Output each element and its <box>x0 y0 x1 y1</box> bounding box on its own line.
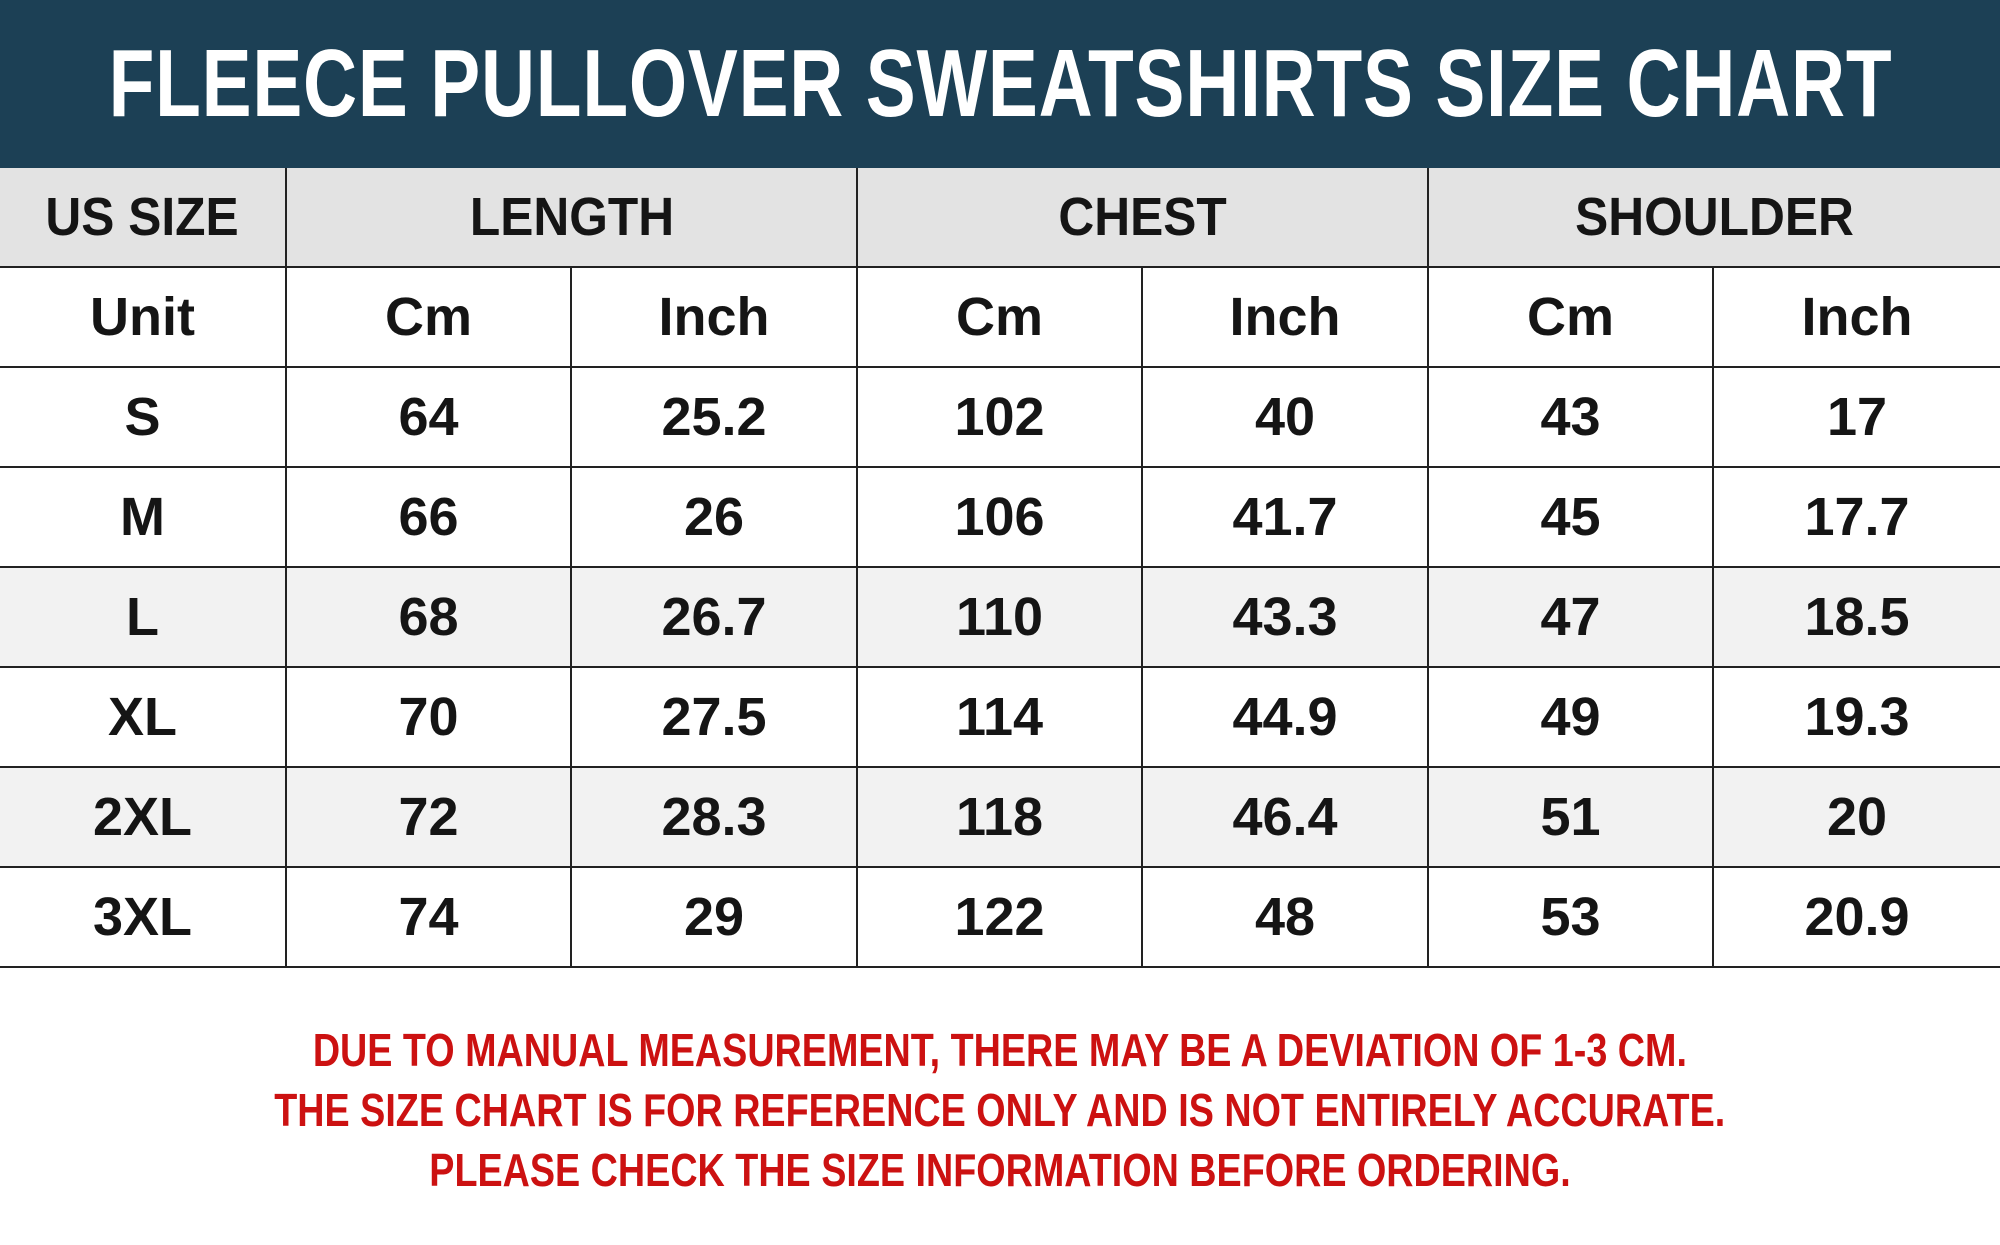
table-cell: 26 <box>570 466 858 568</box>
table-cell: 72 <box>285 766 572 868</box>
disclaimer-notes: DUE TO MANUAL MEASUREMENT, THERE MAY BE … <box>0 1020 2000 1200</box>
table-cell: 74 <box>285 866 572 968</box>
table-cell: 46.4 <box>1140 766 1430 868</box>
table-cell: 48 <box>1140 866 1430 968</box>
table-cell: 114 <box>856 666 1143 768</box>
table-cell: 2XL <box>0 766 287 868</box>
size-chart-table: US SIZE LENGTH CHEST SHOULDER Unit Cm In… <box>0 168 2000 968</box>
table-cell: S <box>0 366 287 468</box>
table-cell: 66 <box>285 466 572 568</box>
table-cell: 3XL <box>0 866 287 968</box>
table-cell: 44.9 <box>1140 666 1430 768</box>
table-cell: 122 <box>856 866 1143 968</box>
table-cell: 43.3 <box>1140 566 1430 668</box>
disclaimer-line: DUE TO MANUAL MEASUREMENT, THERE MAY BE … <box>312 1024 1688 1076</box>
table-row: M 66 26 106 41.7 45 17.7 <box>0 466 2000 568</box>
column-header-shoulder: SHOULDER <box>1427 168 2000 268</box>
table-cell: 26.7 <box>570 566 858 668</box>
table-cell: 47 <box>1427 566 1715 668</box>
table-cell: 102 <box>856 366 1143 468</box>
table-cell: L <box>0 566 287 668</box>
table-cell: 43 <box>1427 366 1715 468</box>
page-title: FLEECE PULLOVER SWEATSHIRTS SIZE CHART <box>108 30 1892 137</box>
table-cell: 28.3 <box>570 766 858 868</box>
unit-cell-chest-cm: Cm <box>856 266 1143 368</box>
unit-cell-shoulder-cm: Cm <box>1427 266 1715 368</box>
unit-cell-chest-inch: Inch <box>1140 266 1430 368</box>
column-header-length: LENGTH <box>285 168 858 268</box>
table-cell: 20.9 <box>1712 866 2000 968</box>
table-cell: 41.7 <box>1140 466 1430 568</box>
table-cell: XL <box>0 666 287 768</box>
table-cell: 53 <box>1427 866 1715 968</box>
table-header-row: US SIZE LENGTH CHEST SHOULDER <box>0 168 2000 268</box>
table-unit-row: Unit Cm Inch Cm Inch Cm Inch <box>0 266 2000 368</box>
table-row: XL 70 27.5 114 44.9 49 19.3 <box>0 666 2000 768</box>
column-header-us-size: US SIZE <box>0 168 287 268</box>
column-header-chest: CHEST <box>855 168 1430 268</box>
table-cell: 49 <box>1427 666 1715 768</box>
table-cell: 17 <box>1712 366 2000 468</box>
table-row: L 68 26.7 110 43.3 47 18.5 <box>0 566 2000 668</box>
table-cell: M <box>0 466 287 568</box>
disclaimer-line: THE SIZE CHART IS FOR REFERENCE ONLY AND… <box>274 1084 1726 1136</box>
table-cell: 27.5 <box>570 666 858 768</box>
table-cell: 40 <box>1140 366 1430 468</box>
unit-cell-length-cm: Cm <box>285 266 572 368</box>
table-cell: 106 <box>856 466 1143 568</box>
table-cell: 51 <box>1427 766 1715 868</box>
disclaimer-line: PLEASE CHECK THE SIZE INFORMATION BEFORE… <box>429 1144 1571 1196</box>
table-cell: 68 <box>285 566 572 668</box>
unit-cell-label: Unit <box>0 266 287 368</box>
table-cell: 64 <box>285 366 572 468</box>
table-row: 3XL 74 29 122 48 53 20.9 <box>0 866 2000 968</box>
table-cell: 29 <box>570 866 858 968</box>
unit-cell-shoulder-inch: Inch <box>1712 266 2000 368</box>
table-cell: 19.3 <box>1712 666 2000 768</box>
table-cell: 17.7 <box>1712 466 2000 568</box>
table-cell: 110 <box>856 566 1143 668</box>
table-row: S 64 25.2 102 40 43 17 <box>0 366 2000 468</box>
table-cell: 70 <box>285 666 572 768</box>
title-banner: FLEECE PULLOVER SWEATSHIRTS SIZE CHART <box>0 0 2000 168</box>
table-cell: 118 <box>856 766 1143 868</box>
table-cell: 45 <box>1427 466 1715 568</box>
table-cell: 20 <box>1712 766 2000 868</box>
table-cell: 25.2 <box>570 366 858 468</box>
table-row: 2XL 72 28.3 118 46.4 51 20 <box>0 766 2000 868</box>
table-cell: 18.5 <box>1712 566 2000 668</box>
unit-cell-length-inch: Inch <box>570 266 858 368</box>
